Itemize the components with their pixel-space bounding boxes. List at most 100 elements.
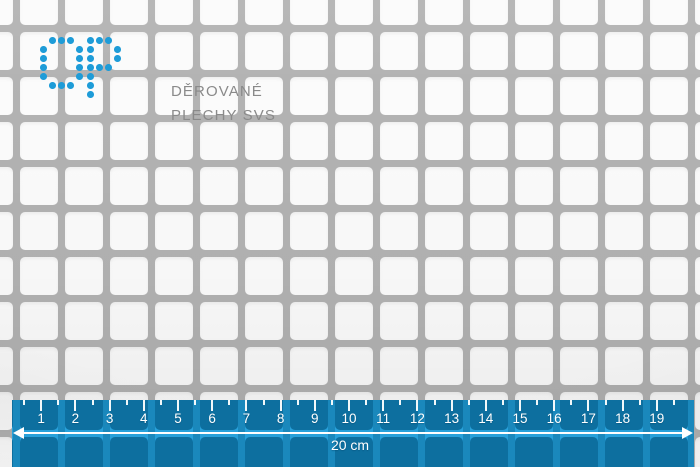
mesh-hole <box>244 256 283 295</box>
mesh-hole <box>379 76 418 115</box>
mesh-hole <box>109 211 148 250</box>
mesh-hole <box>199 121 238 160</box>
logo-dot <box>76 46 83 53</box>
logo-dot <box>105 37 112 44</box>
mesh-hole <box>19 0 58 25</box>
logo-dot <box>40 46 47 53</box>
mesh-hole <box>649 0 688 25</box>
mesh-hole <box>154 166 193 205</box>
mesh-hole <box>64 301 103 340</box>
logo-dot <box>49 37 56 44</box>
ruler-number: 3 <box>105 411 114 426</box>
mesh-hole <box>199 301 238 340</box>
mesh-hole <box>289 346 328 385</box>
mesh-hole <box>694 211 700 250</box>
mesh-hole <box>694 391 700 430</box>
ruler-mesh-hole <box>19 400 58 430</box>
mesh-hole <box>604 256 643 295</box>
mesh-hole <box>0 301 13 340</box>
ruler-mesh-hole <box>424 400 463 430</box>
ruler-mesh-hole <box>289 436 328 467</box>
mesh-hole <box>154 256 193 295</box>
mesh-hole <box>559 256 598 295</box>
mesh-hole <box>0 121 13 160</box>
mesh-hole <box>0 76 13 115</box>
mesh-hole <box>244 31 283 70</box>
ruler-number: 10 <box>341 411 357 426</box>
logo-dot <box>67 37 74 44</box>
mesh-hole <box>559 346 598 385</box>
ruler-tick <box>262 400 265 405</box>
ruler-tick <box>365 400 368 405</box>
ruler-mesh-hole <box>199 436 238 467</box>
mesh-hole <box>559 0 598 25</box>
mesh-hole <box>109 166 148 205</box>
logo-dot <box>96 64 103 71</box>
mesh-hole <box>379 346 418 385</box>
mesh-hole <box>649 256 688 295</box>
mesh-hole <box>514 0 553 25</box>
mesh-hole <box>334 301 373 340</box>
logo-dot <box>87 37 94 44</box>
logo-dot <box>76 73 83 80</box>
ruler-tick <box>382 400 385 411</box>
mesh-hole <box>469 121 508 160</box>
mesh-hole <box>424 31 463 70</box>
ruler-mesh-hole <box>244 436 283 467</box>
logo-dot <box>87 73 94 80</box>
ruler-tick <box>245 400 248 411</box>
ruler-tick <box>519 400 521 411</box>
ruler-tick <box>587 400 590 411</box>
ruler-mesh-hole <box>64 400 103 430</box>
mesh-hole <box>604 346 643 385</box>
mesh-hole <box>289 301 328 340</box>
mesh-hole <box>64 0 103 25</box>
mesh-hole <box>514 166 553 205</box>
ruler-number: 15 <box>512 411 528 426</box>
ruler-mesh-hole <box>424 436 463 467</box>
mesh-hole <box>19 121 58 160</box>
ruler-number: 1 <box>37 411 45 426</box>
mesh-hole <box>649 346 688 385</box>
logo-dot <box>40 55 47 62</box>
ruler-tick <box>125 400 128 405</box>
mesh-hole <box>379 166 418 205</box>
ruler-number: 5 <box>174 411 182 426</box>
ruler-mesh-hole <box>19 436 58 467</box>
mesh-hole <box>424 211 463 250</box>
mesh-hole <box>334 346 373 385</box>
mesh-hole <box>379 211 418 250</box>
mesh-hole <box>334 166 373 205</box>
mesh-hole <box>694 0 700 25</box>
ruler-tick <box>638 400 641 405</box>
ruler-tick <box>91 400 94 405</box>
ruler-arrow-right-icon <box>682 427 693 439</box>
mesh-hole <box>559 31 598 70</box>
ruler-length-label: 20 cm <box>330 437 370 453</box>
ruler-tick <box>313 400 316 411</box>
ruler-tick <box>536 400 539 405</box>
ruler-mesh-hole <box>649 436 688 467</box>
mesh-hole <box>64 211 103 250</box>
ruler-number: 16 <box>546 411 562 426</box>
mesh-hole <box>559 121 598 160</box>
mesh-hole <box>199 211 238 250</box>
dp-logo: DĚROVANÉ PLECHY SVS <box>40 37 275 124</box>
mesh-hole <box>244 301 283 340</box>
mesh-hole <box>379 256 418 295</box>
logo-dot <box>87 64 94 71</box>
ruler-tick <box>159 400 162 405</box>
ruler-tick <box>211 400 214 411</box>
mesh-hole <box>514 76 553 115</box>
mesh-hole <box>0 31 13 70</box>
ruler-number: 6 <box>208 411 216 426</box>
ruler-line <box>18 432 686 434</box>
logo-dot <box>40 73 47 80</box>
ruler-mesh-hole <box>334 436 373 467</box>
mesh-hole <box>0 346 13 385</box>
ruler-tick <box>604 400 607 405</box>
logo-dot <box>87 46 94 53</box>
ruler-number: 8 <box>276 411 285 426</box>
mesh-hole <box>694 121 700 160</box>
ruler-mesh-hole <box>514 436 553 467</box>
